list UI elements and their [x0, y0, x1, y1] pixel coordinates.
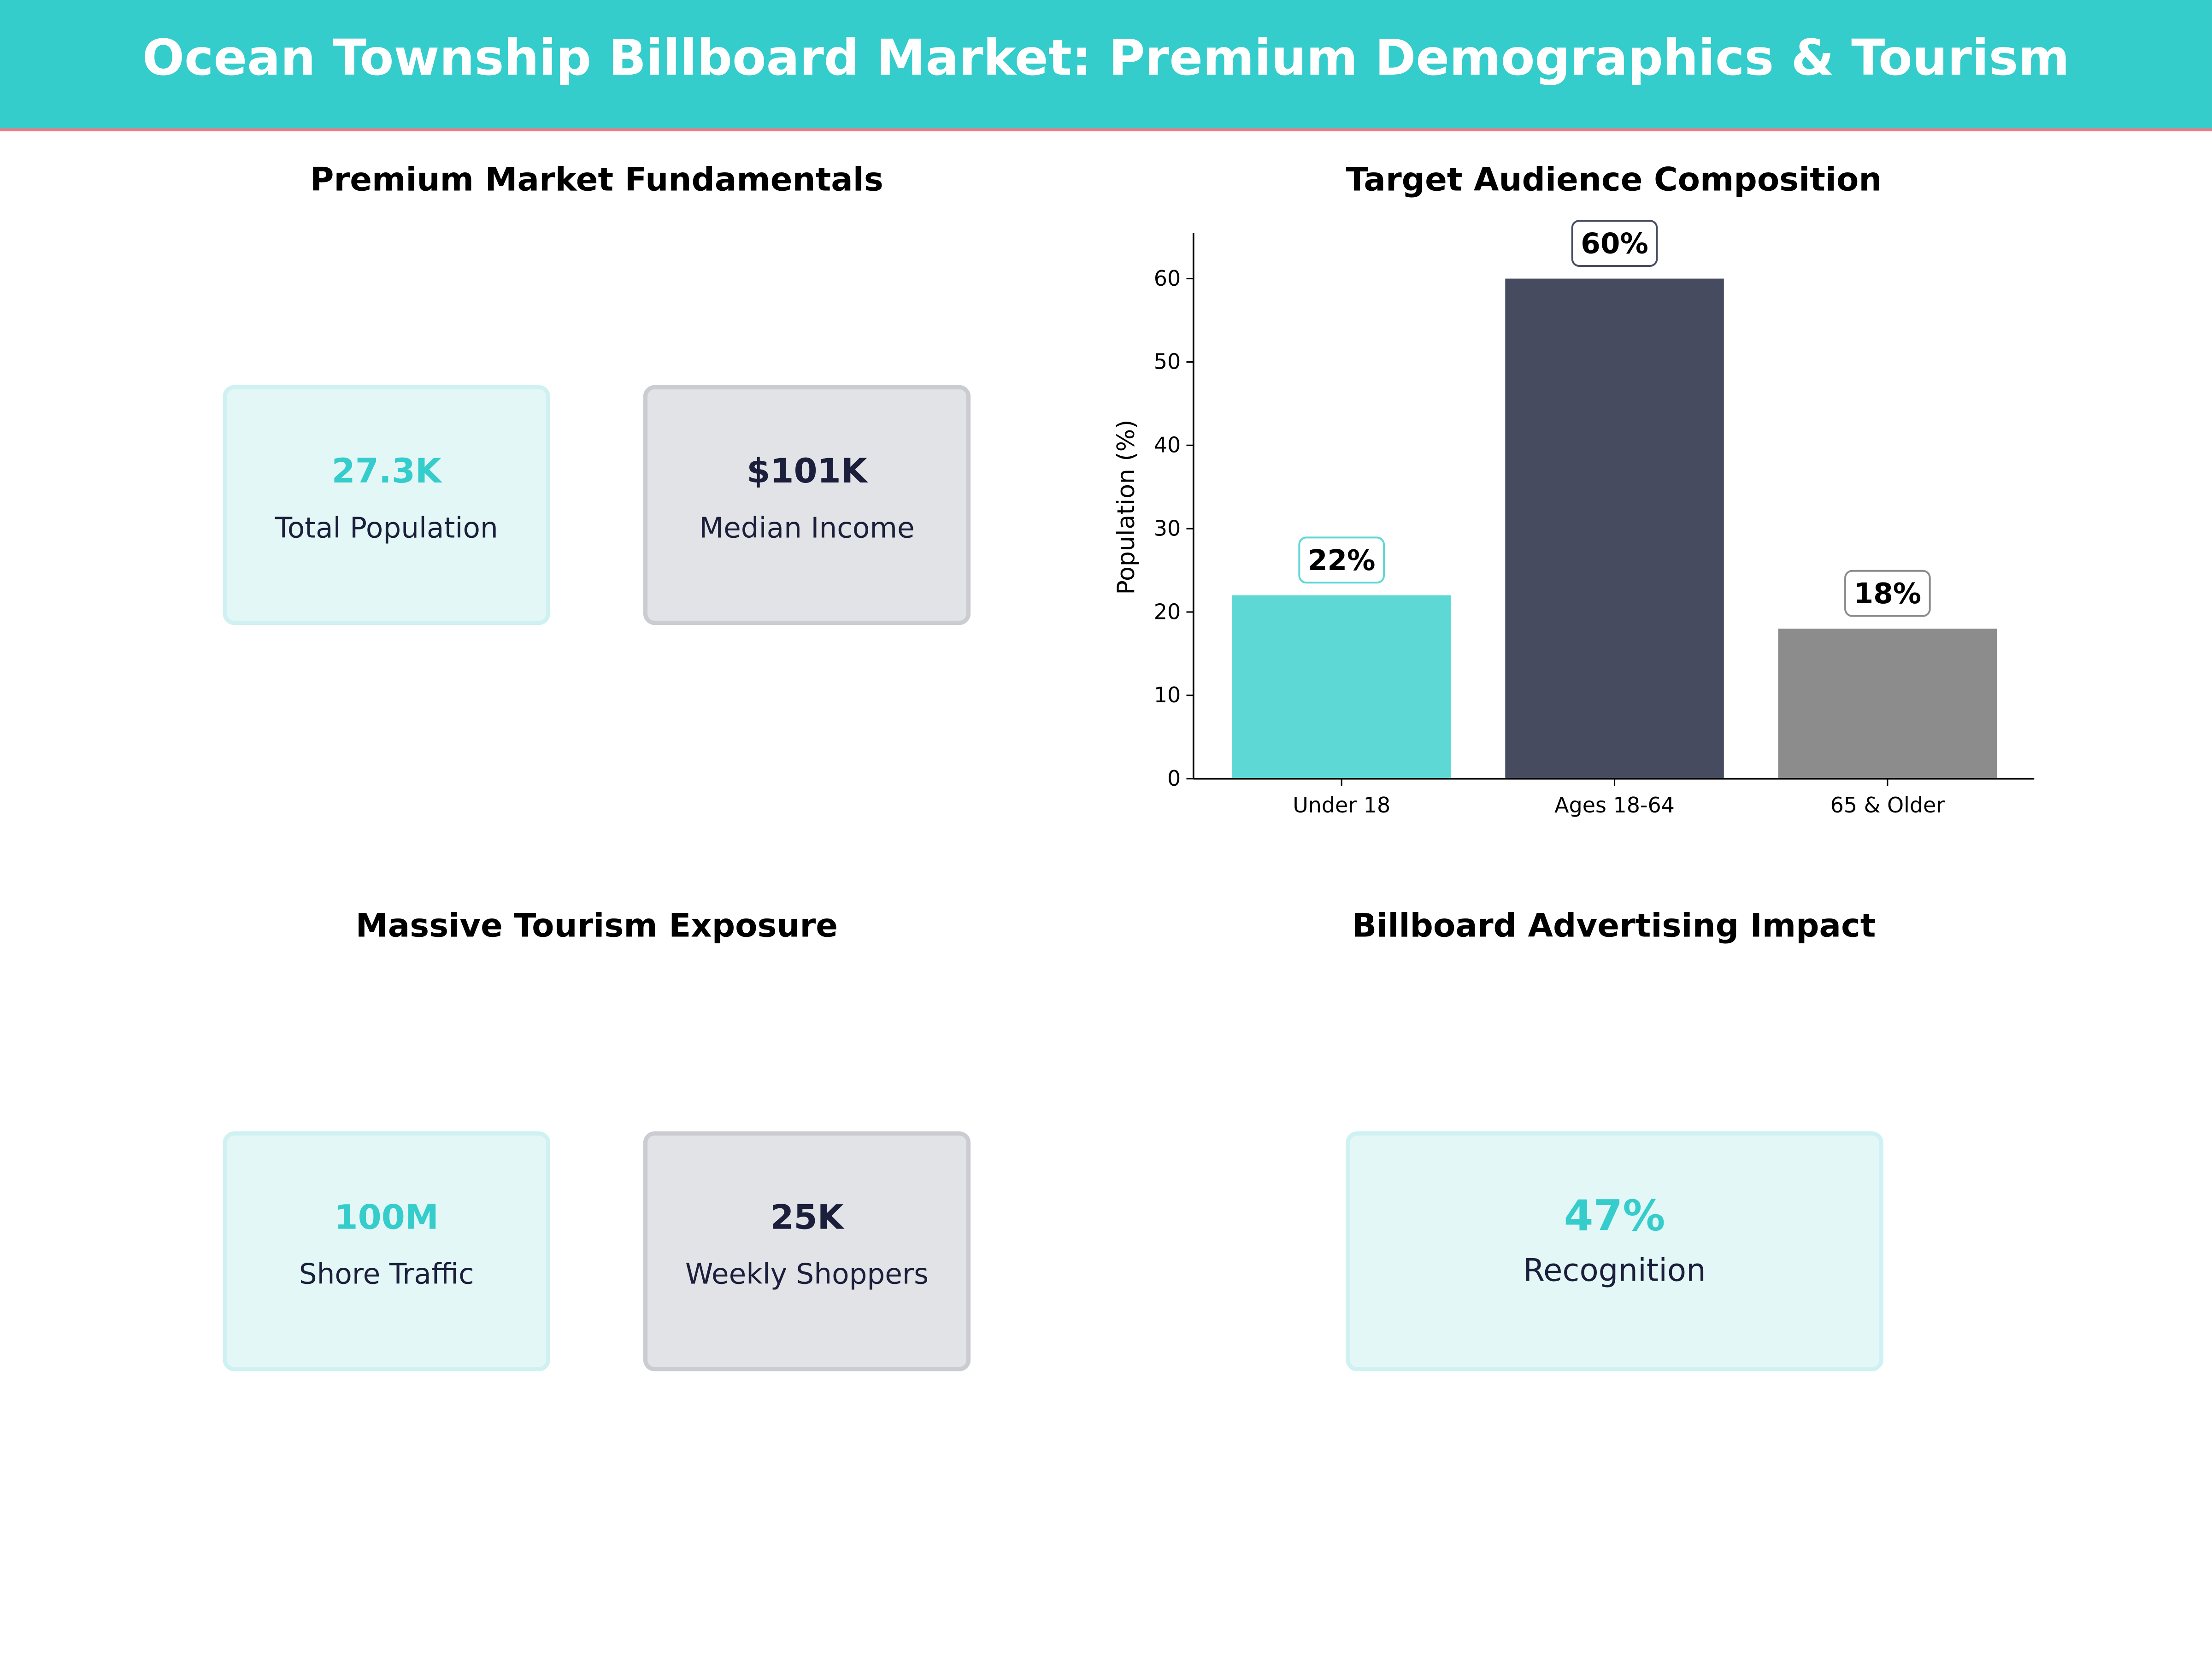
- y-tick-label-30: 30: [1154, 516, 1181, 541]
- chart-title: Target Audience Composition: [1346, 162, 1882, 199]
- data-label-box-1: [1571, 220, 1658, 267]
- data-label-2: 18%: [1854, 577, 1922, 610]
- total-population-card: 27.3K Total Population: [223, 385, 550, 625]
- x-tick-label-0: Under 18: [1293, 793, 1390, 818]
- y-tick-label-60: 60: [1154, 266, 1181, 291]
- y-tick-label-40: 40: [1154, 433, 1181, 458]
- weekly-shoppers-card: 25K Weekly Shoppers: [643, 1131, 971, 1371]
- card-value: 25K: [770, 1197, 844, 1237]
- bar-2: [1778, 629, 1997, 779]
- card-label: Shore Traffic: [299, 1257, 474, 1291]
- card-value: $101K: [747, 451, 867, 491]
- y-tick-label-10: 10: [1154, 682, 1181, 707]
- x-tick-label-2: 65 & Older: [1830, 793, 1945, 818]
- bar-0: [1232, 595, 1451, 779]
- card-value: 47%: [1564, 1192, 1665, 1241]
- data-label-box-2: [1844, 570, 1931, 617]
- impact-title: Billboard Advertising Impact: [1352, 908, 1876, 946]
- card-value: 27.3K: [331, 451, 441, 491]
- card-label: Total Population: [275, 511, 498, 545]
- data-label-box-0: [1298, 536, 1385, 584]
- median-income-card: $101K Median Income: [643, 385, 971, 625]
- card-label: Weekly Shoppers: [685, 1257, 929, 1291]
- data-label-1: 60%: [1581, 227, 1648, 260]
- header-banner: Ocean Township Billboard Market: Premium…: [0, 0, 2212, 131]
- data-label-0: 22%: [1308, 544, 1376, 577]
- y-tick-label-50: 50: [1154, 349, 1181, 374]
- bar-1: [1505, 278, 1724, 779]
- shore-traffic-card: 100M Shore Traffic: [223, 1131, 550, 1371]
- y-tick-label-20: 20: [1154, 599, 1181, 624]
- fundamentals-title: Premium Market Fundamentals: [310, 162, 883, 199]
- y-axis-label: Population (%): [1112, 420, 1140, 595]
- tourism-title: Massive Tourism Exposure: [355, 908, 838, 946]
- card-label: Median Income: [699, 511, 915, 545]
- x-tick-label-1: Ages 18-64: [1554, 793, 1675, 818]
- card-label: Recognition: [1523, 1254, 1706, 1289]
- y-tick-label-0: 0: [1167, 766, 1181, 791]
- recognition-card: 47% Recognition: [1346, 1131, 1883, 1371]
- card-value: 100M: [334, 1197, 439, 1237]
- page-title: Ocean Township Billboard Market: Premium…: [142, 31, 2070, 88]
